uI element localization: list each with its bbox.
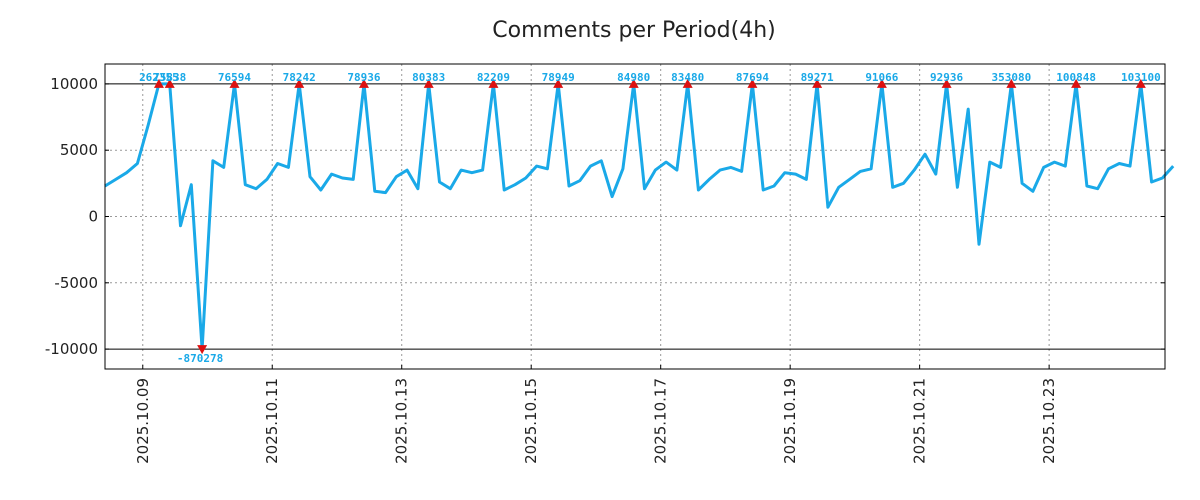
peak-label: 78949 [542, 71, 575, 84]
peak-label: 89271 [801, 71, 834, 84]
x-tick-label: 2025.10.19 [781, 378, 799, 464]
x-tick-label: 2025.10.13 [393, 378, 411, 464]
peak-label: 75838 [153, 71, 186, 84]
peak-marker-up [876, 78, 887, 88]
x-tick-label: 2025.10.21 [911, 378, 929, 464]
chart-title: Comments per Period(4h) [492, 18, 776, 43]
peak-marker-up [153, 78, 164, 88]
peak-label: 84980 [617, 71, 650, 84]
peak-marker-up [423, 78, 434, 88]
peak-markers [153, 78, 1146, 355]
peak-label: 78936 [347, 71, 380, 84]
peak-marker-up [229, 78, 240, 88]
x-tick-label: 2025.10.23 [1040, 378, 1058, 464]
peak-label: 353080 [991, 71, 1031, 84]
peak-marker-up [747, 78, 758, 88]
y-axis-ticks: -10000 -5000 0 5000 10000 [45, 75, 1165, 358]
x-tick-label: 2025.10.09 [134, 378, 152, 464]
y-tick-label: 0 [88, 208, 98, 226]
peak-marker-up [682, 78, 693, 88]
peak-label: 82209 [477, 71, 510, 84]
x-tick-label: 2025.10.11 [263, 378, 281, 464]
peak-label: 103100 [1121, 71, 1161, 84]
peak-label: 91066 [865, 71, 898, 84]
peak-label: 100848 [1056, 71, 1096, 84]
peak-label: 262355 [139, 71, 179, 84]
y-tick-label: 5000 [60, 141, 98, 159]
x-tick-label: 2025.10.17 [652, 378, 670, 464]
peak-marker-up [358, 78, 369, 88]
peak-label: 92936 [930, 71, 963, 84]
peak-label: -870278 [177, 352, 223, 365]
peak-marker-up [628, 78, 639, 88]
peak-marker-up [1135, 78, 1146, 88]
peak-marker-up [812, 78, 823, 88]
peak-label: 78242 [283, 71, 316, 84]
peak-marker-up [294, 78, 305, 88]
peak-marker-up [941, 78, 952, 88]
peak-label: 80383 [412, 71, 445, 84]
y-tick-label: 10000 [50, 75, 98, 93]
peak-label: 87694 [736, 71, 769, 84]
x-tick-label: 2025.10.15 [522, 378, 540, 464]
peak-label: 83480 [671, 71, 704, 84]
x-axis-ticks: 2025.10.09 2025.10.11 2025.10.13 2025.10.15… [134, 365, 1058, 464]
peak-label: 76594 [218, 71, 251, 84]
peak-marker-up [488, 78, 499, 88]
peak-marker-up [164, 78, 175, 88]
y-tick-label: -10000 [45, 340, 98, 358]
y-tick-label: -5000 [54, 274, 98, 292]
peak-marker-up [1006, 78, 1017, 88]
peak-marker-up [1071, 78, 1082, 88]
peak-marker-up [553, 78, 564, 88]
grid [105, 64, 1165, 369]
series-line-comments [104, 82, 1175, 351]
peak-marker-down [197, 345, 208, 355]
plot-area-frame [104, 63, 1166, 370]
